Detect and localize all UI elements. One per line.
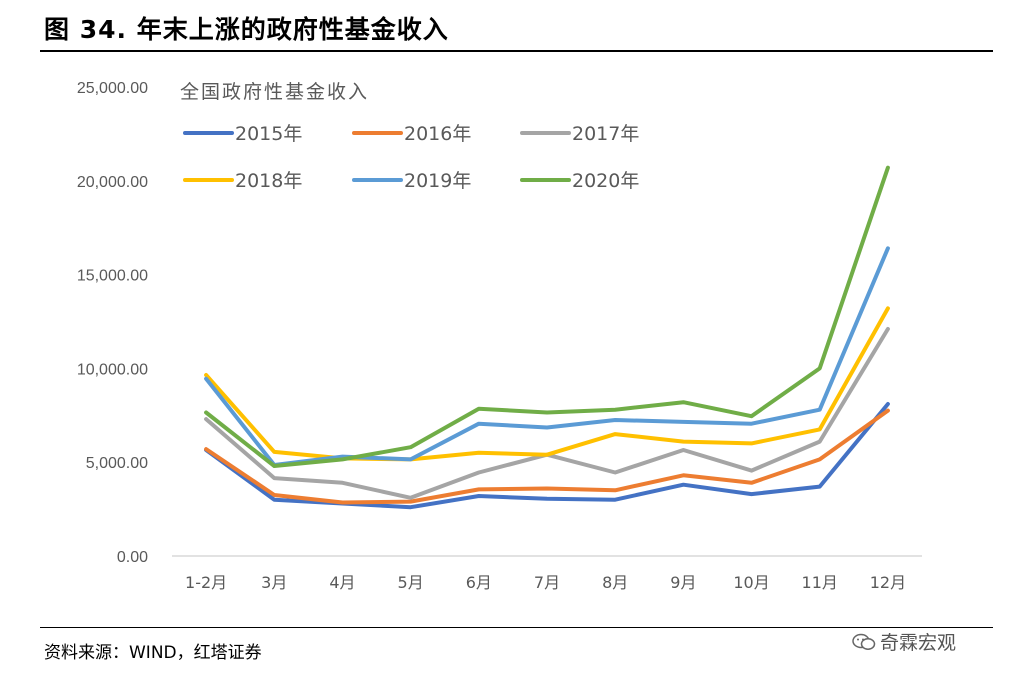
x-tick-label: 5月 — [398, 573, 424, 592]
series-line-3 — [204, 306, 890, 462]
y-axis-ticks: 0.00 5,000.00 10,000.00 15,000.00 20,000.00 2… — [77, 80, 148, 566]
series-line-1 — [204, 408, 890, 505]
x-tick-label: 11月 — [802, 573, 838, 592]
wechat-icon — [852, 633, 876, 650]
source-note: 资料来源：WIND，红塔证券 — [44, 643, 262, 663]
legend-label: 2018年 — [235, 170, 302, 192]
x-tick-label: 7月 — [534, 573, 560, 592]
x-axis-ticks: 1-2月 3月 4月 5月 6月 7月 8月 9月 10月 11月 12月 — [185, 573, 906, 592]
series-lines — [204, 165, 890, 510]
title-divider — [40, 50, 993, 52]
watermark-text: 奇霖宏观 — [880, 632, 957, 654]
y-tick-label: 15,000.00 — [77, 268, 148, 285]
y-tick-label: 25,000.00 — [77, 80, 148, 97]
figure-title: 图 34. 年末上涨的政府性基金收入 — [44, 15, 449, 44]
y-tick-label: 5,000.00 — [86, 455, 148, 472]
legend-label: 2017年 — [572, 123, 639, 145]
series-line-5 — [204, 165, 890, 468]
x-tick-label: 9月 — [670, 573, 696, 592]
footer-divider — [40, 627, 993, 628]
series-line-4 — [204, 246, 890, 467]
x-tick-label: 1-2月 — [185, 573, 227, 592]
x-tick-label: 3月 — [261, 573, 287, 592]
x-tick-label: 6月 — [466, 573, 492, 592]
chart-title: 全国政府性基金收入 — [180, 81, 369, 103]
y-tick-label: 0.00 — [117, 549, 148, 566]
x-tick-label: 4月 — [329, 573, 355, 592]
x-tick-label: 10月 — [733, 573, 769, 592]
legend-label: 2016年 — [404, 123, 471, 145]
legend-label: 2020年 — [572, 170, 639, 192]
legend: 2015年 2016年 2017年 2018年 2019年 2020年 — [183, 123, 639, 192]
x-tick-label: 12月 — [870, 573, 906, 592]
x-tick-label: 8月 — [602, 573, 628, 592]
line-chart: 全国政府性基金收入 0.00 5,000.00 10,000.00 15,000.00… — [77, 80, 922, 592]
y-tick-label: 20,000.00 — [77, 174, 148, 191]
series-line-0 — [204, 402, 890, 510]
legend-label: 2015年 — [235, 123, 302, 145]
watermark: 奇霖宏观 — [852, 628, 956, 655]
y-tick-label: 10,000.00 — [77, 361, 148, 378]
legend-label: 2019年 — [404, 170, 471, 192]
